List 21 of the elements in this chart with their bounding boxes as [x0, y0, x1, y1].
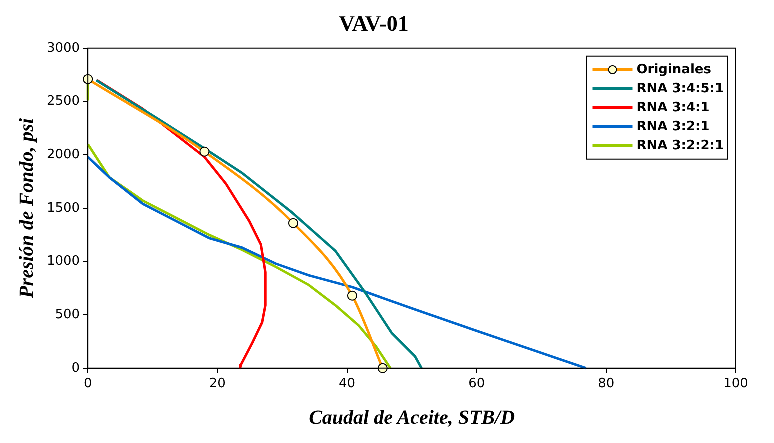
x-tick-label: 40	[338, 376, 356, 392]
x-tick-label: 20	[209, 376, 226, 392]
y-tick-label: 0	[72, 360, 80, 376]
chart-title: VAV-01	[339, 10, 409, 36]
y-tick-label: 1500	[46, 200, 80, 216]
legend-label: RNA 3:2:1	[636, 119, 710, 134]
x-tick-label: 60	[468, 376, 486, 392]
x-tick-label: 100	[724, 376, 748, 392]
y-tick-label: 1000	[46, 254, 80, 270]
legend-label: RNA 3:4:5:1	[636, 81, 724, 96]
y-axis-title: Presión de Fondo, psi	[16, 118, 38, 300]
y-tick-label: 2500	[46, 94, 80, 110]
y-tick-label: 500	[55, 307, 80, 322]
x-axis-title: Caudal de Aceite, STB/D	[309, 407, 516, 430]
y-tick-label: 3000	[46, 40, 80, 56]
y-tick-label: 2000	[46, 147, 80, 162]
x-tick-label: 80	[598, 376, 615, 392]
legend-label: RNA 3:4:1	[636, 100, 710, 116]
x-tick-label: 0	[84, 376, 92, 392]
legend-label: Originales	[636, 62, 712, 78]
legend-label: RNA 3:2:2:1	[636, 138, 724, 154]
